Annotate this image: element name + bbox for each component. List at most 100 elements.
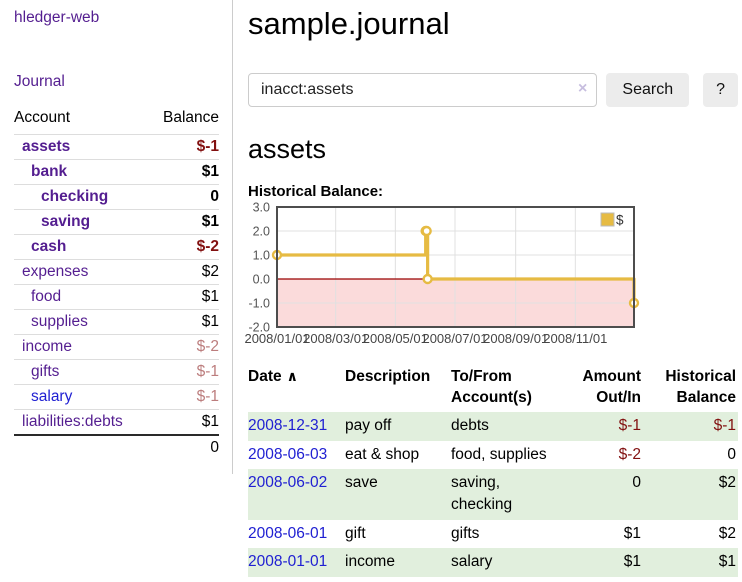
account-balance: $2 [149,259,219,285]
account-balance: 0 [149,184,219,210]
data-point-marker [421,225,432,237]
search-input[interactable] [248,73,598,107]
account-balance: $1 [149,159,219,185]
accounts-col-balance: Balance [162,109,219,126]
y-tick-label: -2.0 [248,321,270,335]
transaction-date-link[interactable]: 2008-06-02 [248,474,328,492]
transaction-description: save [345,474,378,492]
x-tick-label: 2008/07/01 [422,331,487,346]
accounts-total-row: 0 [14,434,219,460]
transaction-date-link[interactable]: 2008-06-03 [248,445,328,463]
register-tbody: 2008-12-31 pay off debts $-1 $-1 2008-06-03 ea… [248,411,738,577]
account-link[interactable]: gifts [31,363,60,380]
historical-balance-chart: 3.0 2.0 1.0 0.0 -1.0 -2.0 2008/01/01 2008/03/01… [244,201,738,347]
account-row: supplies $1 [14,309,219,335]
transaction-balance: $-1 [713,416,736,434]
accounts-table: Account Balance assets $-1 bank $1 checking 0… [14,109,219,460]
account-row: saving $1 [14,209,219,235]
account-link[interactable]: expenses [22,263,89,280]
account-row: checking 0 [14,184,219,210]
account-link[interactable]: income [22,338,72,355]
account-balance: $-1 [149,134,219,160]
account-link[interactable]: assets [22,138,71,155]
search-form: × Search ? [248,73,738,107]
account-balance: $-2 [149,234,219,260]
account-row: gifts $-1 [14,359,219,385]
brand-link[interactable]: hledger-web [14,9,100,26]
account-row: cash $-2 [14,234,219,260]
account-balance: $1 [149,284,219,310]
register-col-description[interactable]: Description [345,368,431,385]
transaction-accounts: food, supplies [451,445,547,463]
register-col-balance[interactable]: Historical Balance [665,368,736,406]
account-row: bank $1 [14,159,219,185]
sidebar-item-journal[interactable]: Journal [14,73,65,90]
transaction-description: eat & shop [345,445,420,463]
account-row: food $1 [14,284,219,310]
x-tick-label: 2008/11/01 [543,331,607,346]
clear-search-icon[interactable]: × [578,80,588,97]
transaction-date-link[interactable]: 2008-12-31 [248,416,328,434]
data-point-marker [422,273,433,285]
register-row: 2008-12-31 pay off debts $-1 $-1 [248,411,738,441]
register-row: 2008-06-01 gift gifts $1 $2 [248,520,738,549]
account-link[interactable]: food [31,288,62,305]
account-balance: $-1 [149,384,219,410]
register-row: 2008-06-03 eat & shop food, supplies $-2 0 [248,441,738,470]
transaction-amount: $-1 [618,416,641,434]
transaction-description: income [345,553,395,571]
transaction-amount: 0 [632,474,641,492]
account-balance: $-2 [149,334,219,360]
y-tick-label: -1.0 [248,297,270,311]
transaction-description: pay off [345,416,392,434]
chart-title: Historical Balance: [248,183,384,200]
register-col-account[interactable]: To/From Account(s) [451,368,532,406]
accounts-tbody: assets $-1 bank $1 checking 0 saving $1 cash $-2 e… [14,134,219,435]
y-tick-label: 2.0 [253,225,270,239]
transaction-amount: $1 [623,553,641,571]
main-content: sample.journal × Search ? assets Histori… [244,0,738,577]
help-button[interactable]: ? [703,73,738,107]
account-row: expenses $2 [14,259,219,285]
transaction-balance: $2 [718,524,736,542]
transaction-accounts: salary [451,553,493,571]
transaction-balance: $2 [718,474,736,492]
x-tick-label: 2008/01/01 [244,331,309,346]
register-col-amount[interactable]: Amount Out/In [582,368,641,406]
legend-label: $ [616,213,624,228]
y-tick-label: 3.0 [253,201,270,215]
register-row: 2008-01-01 income salary $1 $1 [248,548,738,577]
transaction-date-link[interactable]: 2008-06-01 [248,524,328,542]
account-link[interactable]: salary [31,388,73,405]
transaction-accounts: gifts [451,524,480,542]
account-heading: assets [248,134,327,164]
account-link[interactable]: bank [31,163,68,180]
sort-ascending-icon: ∧ [286,368,298,384]
transaction-amount: $-2 [618,445,641,463]
register-table: Date ∧ Description To/From Account(s) Amo… [248,365,738,577]
sidebar: hledger-web Journal Account Balance asse… [0,0,233,474]
search-button[interactable]: Search [606,73,690,107]
transaction-accounts: debts [451,416,489,434]
account-row: liabilities:debts $1 [14,409,219,435]
accounts-total-value: 0 [149,434,219,460]
y-tick-label: 0.0 [253,273,270,287]
transaction-amount: $1 [623,524,641,542]
account-link[interactable]: supplies [31,313,88,330]
transaction-balance: $1 [718,553,736,571]
register-col-date[interactable]: Date ∧ [248,368,298,385]
account-link[interactable]: checking [41,188,109,205]
account-balance: $1 [149,309,219,335]
register-row: 2008-06-02 save saving, checking 0 $2 [248,469,738,520]
legend-swatch [600,212,615,227]
x-tick-label: 2008/05/01 [363,331,428,346]
account-link[interactable]: saving [41,213,91,230]
account-balance: $1 [149,209,219,235]
balance-chart-svg: 3.0 2.0 1.0 0.0 -1.0 -2.02008/01/012008/03/01… [244,201,640,346]
transaction-date-link[interactable]: 2008-01-01 [248,553,328,571]
account-link[interactable]: cash [31,238,67,255]
page-title: sample.journal [248,6,450,41]
account-link[interactable]: liabilities:debts [22,413,123,430]
account-row: assets $-1 [14,134,219,160]
transaction-balance: 0 [727,445,736,463]
